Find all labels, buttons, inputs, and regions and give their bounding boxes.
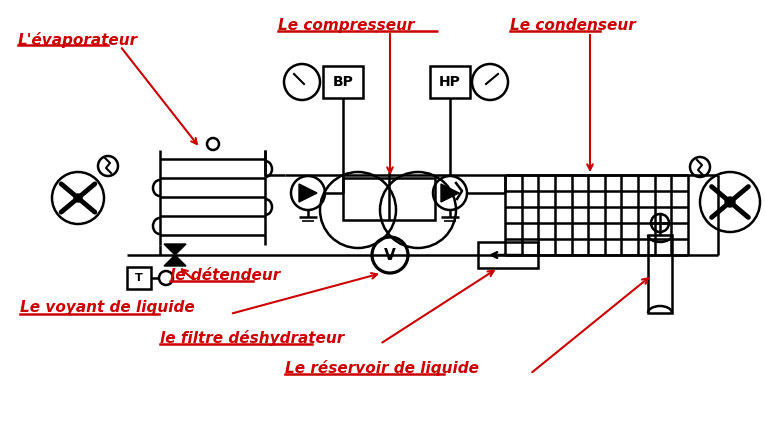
Text: Le réservoir de liquide: Le réservoir de liquide (285, 360, 479, 376)
Text: L'évaporateur: L'évaporateur (18, 32, 138, 48)
Bar (430, 66, 470, 98)
Polygon shape (299, 184, 317, 202)
Bar (478, 242, 538, 268)
Text: Le voyant de liquide: Le voyant de liquide (20, 300, 195, 315)
Bar (127, 267, 151, 289)
Circle shape (725, 197, 735, 207)
Text: Le condenseur: Le condenseur (510, 18, 636, 33)
Circle shape (74, 194, 82, 202)
Bar (343, 178, 435, 220)
Bar (648, 235, 672, 313)
Text: V: V (384, 248, 396, 262)
Text: BP: BP (333, 75, 353, 89)
Polygon shape (441, 184, 459, 202)
Text: T: T (135, 273, 143, 283)
Text: HP: HP (439, 75, 461, 89)
Text: le filtre déshydrateur: le filtre déshydrateur (160, 330, 344, 346)
Polygon shape (164, 244, 186, 255)
Polygon shape (164, 255, 186, 266)
Text: le détendeur: le détendeur (170, 268, 280, 283)
Text: Le compresseur: Le compresseur (278, 18, 415, 33)
Bar (323, 66, 363, 98)
